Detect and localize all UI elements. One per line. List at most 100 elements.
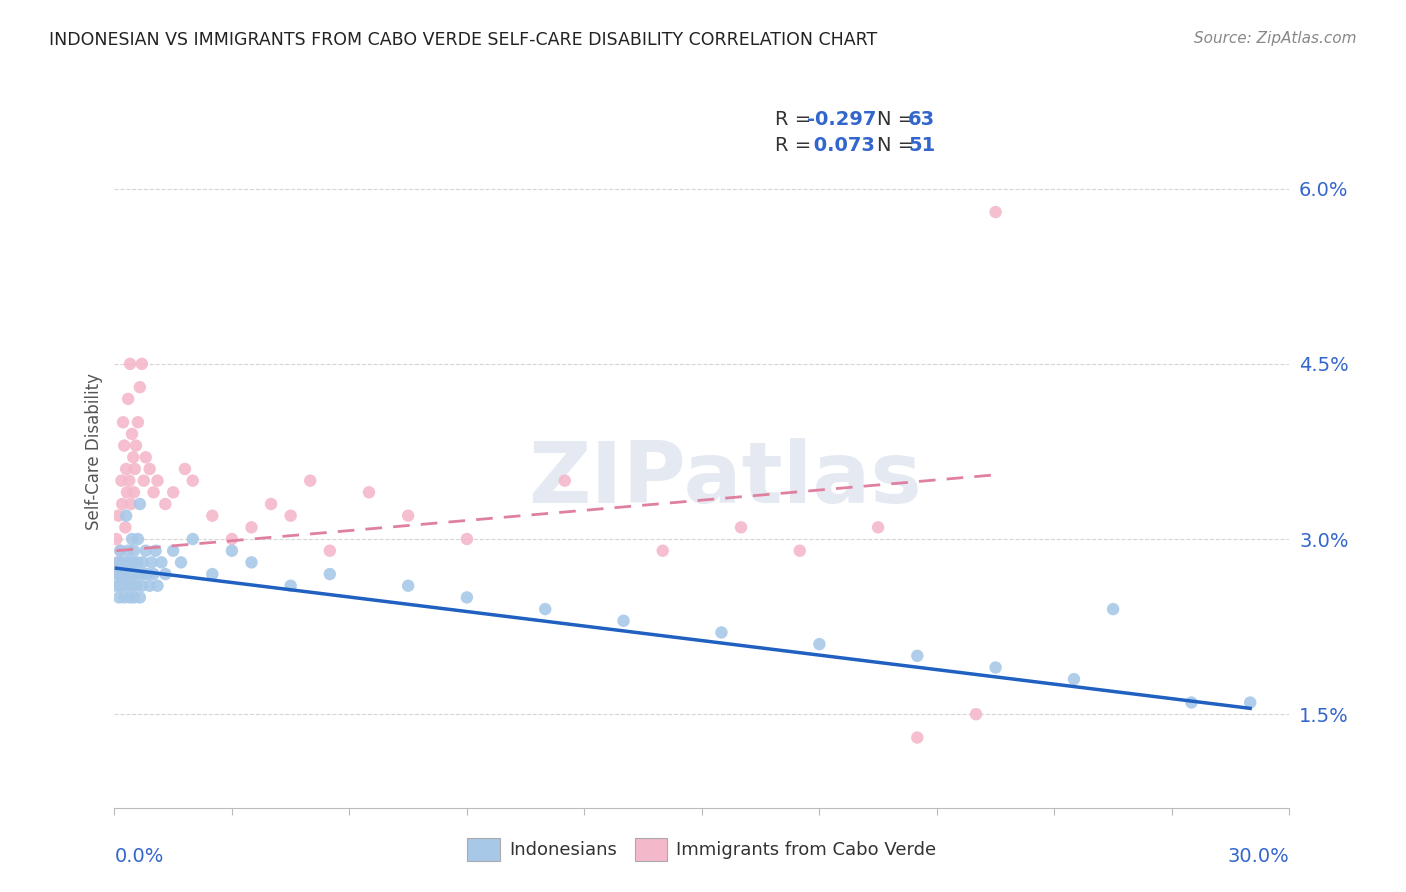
- Point: [141, 555, 163, 569]
- Point: [162, 543, 184, 558]
- Point: [122, 591, 145, 605]
- Point: [221, 532, 243, 546]
- Point: [1102, 602, 1125, 616]
- Point: [131, 579, 153, 593]
- Point: [181, 532, 204, 546]
- Point: [112, 439, 135, 453]
- Point: [965, 707, 987, 722]
- Point: [170, 555, 193, 569]
- Point: [201, 567, 224, 582]
- Point: [112, 415, 135, 429]
- Text: R =: R =: [775, 110, 817, 128]
- Point: [127, 555, 149, 569]
- Point: [146, 579, 169, 593]
- Point: [240, 520, 263, 534]
- Point: [107, 555, 129, 569]
- Point: [710, 625, 733, 640]
- Point: [554, 474, 576, 488]
- Point: [124, 462, 146, 476]
- Text: N =: N =: [877, 110, 921, 128]
- Point: [110, 567, 132, 582]
- Point: [112, 579, 135, 593]
- Point: [111, 497, 134, 511]
- Point: [127, 415, 149, 429]
- Point: [132, 567, 155, 582]
- Point: [122, 450, 145, 465]
- Point: [162, 485, 184, 500]
- Text: 63: 63: [908, 110, 935, 128]
- Point: [357, 485, 380, 500]
- Point: [808, 637, 831, 651]
- Point: [122, 485, 145, 500]
- Point: [132, 474, 155, 488]
- Point: [146, 474, 169, 488]
- Point: [1063, 672, 1085, 686]
- Point: [181, 474, 204, 488]
- Point: [868, 520, 890, 534]
- Point: [145, 543, 167, 558]
- Text: INDONESIAN VS IMMIGRANTS FROM CABO VERDE SELF-CARE DISABILITY CORRELATION CHART: INDONESIAN VS IMMIGRANTS FROM CABO VERDE…: [49, 31, 877, 49]
- Point: [110, 543, 132, 558]
- Point: [135, 543, 157, 558]
- Point: [299, 474, 322, 488]
- Text: 0.0%: 0.0%: [114, 847, 163, 865]
- Y-axis label: Self-Care Disability: Self-Care Disability: [86, 373, 103, 530]
- Point: [155, 567, 177, 582]
- Point: [456, 532, 478, 546]
- Point: [121, 579, 143, 593]
- Point: [115, 555, 138, 569]
- Point: [107, 508, 129, 523]
- Point: [142, 567, 165, 582]
- Text: -0.297: -0.297: [807, 110, 876, 128]
- Point: [111, 555, 134, 569]
- Point: [124, 567, 146, 582]
- Point: [396, 579, 419, 593]
- Point: [174, 462, 197, 476]
- Point: [105, 579, 128, 593]
- Point: [789, 543, 811, 558]
- Point: [121, 426, 143, 441]
- Point: [138, 579, 160, 593]
- Text: R =: R =: [775, 136, 817, 155]
- Point: [120, 591, 142, 605]
- Point: [201, 508, 224, 523]
- Point: [108, 567, 131, 582]
- Point: [108, 591, 131, 605]
- Point: [142, 485, 165, 500]
- Point: [730, 520, 752, 534]
- Point: [905, 648, 928, 663]
- Point: [110, 543, 132, 558]
- Point: [612, 614, 634, 628]
- Point: [118, 474, 141, 488]
- Point: [260, 497, 283, 511]
- Point: [136, 567, 159, 582]
- Point: [128, 591, 150, 605]
- Text: 30.0%: 30.0%: [1227, 847, 1289, 865]
- Point: [107, 567, 129, 582]
- Point: [110, 579, 132, 593]
- Point: [984, 660, 1007, 674]
- Point: [128, 567, 150, 582]
- Point: [118, 555, 141, 569]
- Point: [240, 555, 263, 569]
- Point: [117, 543, 139, 558]
- Point: [905, 731, 928, 745]
- Point: [128, 380, 150, 394]
- Point: [1180, 696, 1202, 710]
- Point: [1239, 696, 1261, 710]
- Point: [125, 579, 148, 593]
- Point: [396, 508, 419, 523]
- Point: [114, 520, 136, 534]
- Point: [115, 579, 138, 593]
- Point: [534, 602, 557, 616]
- Legend: Indonesians, Immigrants from Cabo Verde: Indonesians, Immigrants from Cabo Verde: [458, 829, 945, 870]
- Text: 51: 51: [908, 136, 935, 155]
- Point: [115, 462, 138, 476]
- Point: [114, 567, 136, 582]
- Point: [131, 357, 153, 371]
- Point: [456, 591, 478, 605]
- Point: [122, 555, 145, 569]
- Point: [128, 497, 150, 511]
- Point: [115, 508, 138, 523]
- Point: [125, 439, 148, 453]
